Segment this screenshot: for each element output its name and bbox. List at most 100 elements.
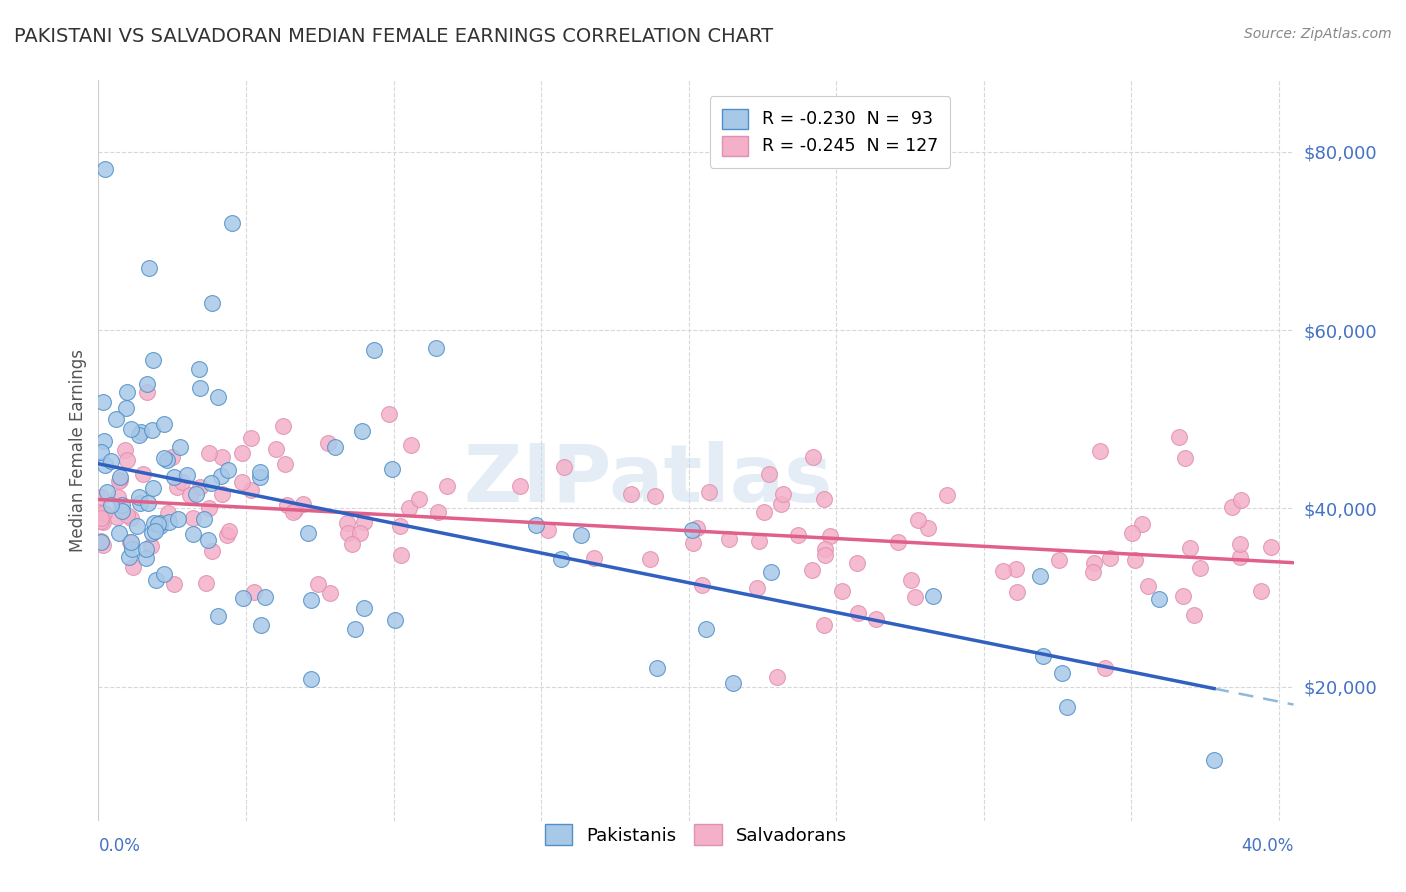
- Point: [128, 496, 150, 510]
- Point: [1088, 443, 1111, 458]
- Point: [198, 446, 221, 460]
- Point: [353, 601, 375, 615]
- Point: [1180, 541, 1202, 555]
- Point: [758, 467, 780, 481]
- Point: [156, 453, 179, 467]
- Point: [179, 488, 201, 502]
- Point: [299, 672, 322, 686]
- Point: [936, 488, 959, 502]
- Point: [907, 513, 929, 527]
- Point: [1189, 560, 1212, 574]
- Point: [141, 423, 163, 437]
- Point: [340, 537, 363, 551]
- Point: [108, 470, 131, 484]
- Point: [143, 516, 166, 530]
- Point: [917, 521, 939, 535]
- Point: [254, 590, 277, 604]
- Point: [1056, 699, 1078, 714]
- Point: [748, 533, 770, 548]
- Point: [336, 525, 359, 540]
- Point: [90, 514, 112, 528]
- Point: [188, 381, 211, 395]
- Point: [336, 516, 359, 530]
- Point: [1130, 516, 1153, 531]
- Point: [384, 613, 406, 627]
- Point: [94, 162, 117, 177]
- Point: [105, 411, 128, 425]
- Point: [1099, 550, 1122, 565]
- Point: [1094, 661, 1116, 675]
- Point: [93, 506, 115, 520]
- Point: [169, 440, 191, 454]
- Point: [319, 586, 342, 600]
- Point: [644, 489, 666, 503]
- Point: [132, 467, 155, 482]
- Point: [299, 593, 322, 607]
- Point: [553, 460, 575, 475]
- Point: [100, 498, 122, 512]
- Point: [1005, 585, 1028, 599]
- Point: [188, 480, 211, 494]
- Point: [388, 518, 411, 533]
- Point: [153, 450, 176, 465]
- Point: [721, 675, 744, 690]
- Point: [1052, 665, 1074, 680]
- Point: [145, 573, 167, 587]
- Point: [125, 519, 148, 533]
- Point: [91, 515, 114, 529]
- Point: [697, 485, 720, 500]
- Point: [813, 548, 835, 562]
- Point: [814, 541, 837, 556]
- Point: [117, 508, 139, 523]
- Point: [524, 517, 547, 532]
- Point: [1167, 430, 1189, 444]
- Point: [120, 422, 142, 436]
- Point: [93, 538, 115, 552]
- Point: [157, 515, 180, 529]
- Point: [1137, 578, 1160, 592]
- Point: [1028, 569, 1050, 583]
- Point: [153, 417, 176, 431]
- Point: [149, 516, 172, 531]
- Point: [249, 465, 271, 479]
- Point: [813, 491, 835, 506]
- Point: [188, 361, 211, 376]
- Point: [207, 390, 229, 404]
- Point: [90, 535, 112, 549]
- Point: [211, 450, 233, 464]
- Point: [93, 434, 115, 448]
- Point: [153, 566, 176, 581]
- Point: [399, 438, 422, 452]
- Point: [645, 661, 668, 675]
- Point: [142, 481, 165, 495]
- Point: [316, 436, 339, 450]
- Point: [831, 583, 853, 598]
- Point: [232, 591, 254, 606]
- Text: 0.0%: 0.0%: [98, 838, 141, 855]
- Point: [284, 502, 307, 516]
- Point: [231, 475, 253, 490]
- Point: [353, 515, 375, 529]
- Point: [344, 622, 367, 636]
- Point: [1083, 565, 1105, 579]
- Point: [94, 458, 117, 472]
- Point: [193, 512, 215, 526]
- Point: [121, 542, 143, 557]
- Point: [200, 476, 222, 491]
- Point: [231, 446, 253, 460]
- Point: [139, 539, 162, 553]
- Point: [291, 497, 314, 511]
- Point: [846, 606, 869, 620]
- Point: [120, 535, 142, 549]
- Point: [100, 454, 122, 468]
- Point: [1032, 649, 1054, 664]
- Point: [718, 532, 741, 546]
- Point: [160, 450, 183, 464]
- Point: [121, 560, 143, 574]
- Point: [682, 536, 704, 550]
- Point: [1083, 557, 1105, 571]
- Point: [349, 525, 371, 540]
- Point: [156, 506, 179, 520]
- Point: [266, 442, 288, 456]
- Point: [218, 524, 240, 539]
